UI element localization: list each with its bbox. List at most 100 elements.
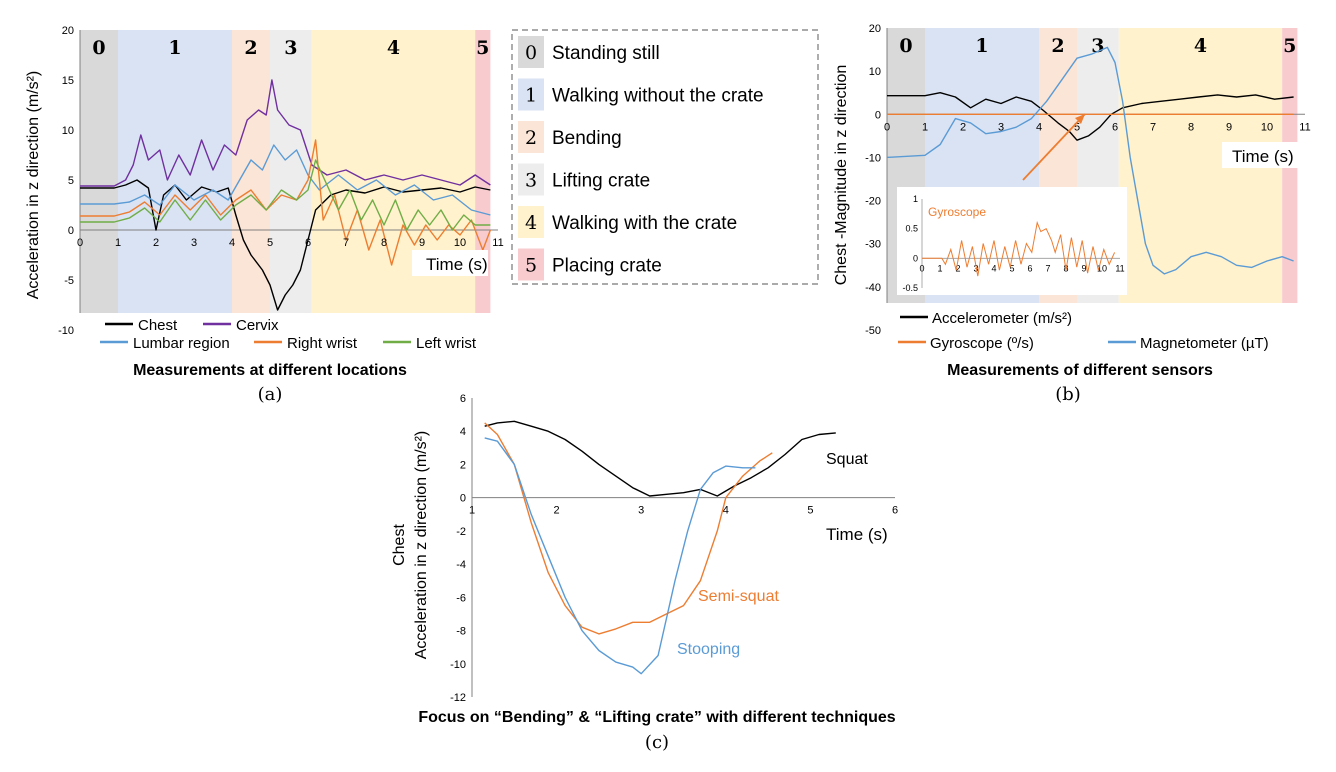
panel-a: 0 1 2 3 4 5 -10 -5 0 5 10 15 20 0 1 2 3 4 5 6 7 8 9 10 11 Time … <box>25 25 504 405</box>
x-tick-label: 7 <box>1150 121 1156 133</box>
x-tick-label: 8 <box>381 237 387 249</box>
phase-label-4: 4 <box>1194 35 1207 57</box>
series-accelerometer-m-s <box>887 91 1294 141</box>
panel-b-legend: Accelerometer (m/s²) Gyroscope (º/s) Mag… <box>898 310 1269 352</box>
phase-swatch-5 <box>518 248 544 281</box>
y-tick-label: 0 <box>460 493 466 505</box>
y-tick-label: -6 <box>456 592 466 604</box>
y-tick-label: -10 <box>865 152 881 164</box>
panel-b-tag: (b) <box>1055 384 1081 405</box>
x-tick-label: 6 <box>1112 121 1118 133</box>
legend-left-wrist: Left wrist <box>416 335 477 352</box>
phase-number-2: 2 <box>525 127 537 149</box>
phase-label-3: 3 <box>1091 35 1104 57</box>
panel-a-xlabel: Time (s) <box>426 255 488 274</box>
y-tick-label: 0 <box>875 109 881 121</box>
y-tick-label: 2 <box>460 459 466 471</box>
x-tick-label: 1 <box>469 505 475 517</box>
inset-x-tick: 7 <box>1045 263 1050 273</box>
inset-arrow <box>1022 113 1086 181</box>
phase-band-5 <box>475 30 491 313</box>
panel-c-tag: (c) <box>645 732 669 753</box>
phase-label-0: 0 <box>899 35 912 57</box>
x-tick-label: 8 <box>1188 121 1194 133</box>
x-tick-label: 10 <box>454 237 466 249</box>
phase-label-5: 5 <box>1283 35 1296 57</box>
inset-x-tick: 10 <box>1097 263 1107 273</box>
x-tick-label: 2 <box>153 237 159 249</box>
panel-a-series <box>80 79 492 311</box>
legend-chest: Chest <box>138 317 178 334</box>
x-tick-label: 1 <box>115 237 121 249</box>
y-tick-label: -30 <box>865 239 881 251</box>
x-tick-label: 11 <box>492 237 503 249</box>
panel-a-axes <box>79 30 498 313</box>
inset-x-tick: 9 <box>1081 263 1086 273</box>
inset-x-tick: 6 <box>1027 263 1032 273</box>
x-tick-label: 6 <box>892 505 898 517</box>
inset-y-tick: -0.5 <box>902 283 918 293</box>
legend-accelerometer: Accelerometer (m/s²) <box>932 310 1072 327</box>
y-tick-label: -40 <box>865 282 881 294</box>
panel-b-series <box>886 46 1294 275</box>
inset-x-tick: 2 <box>955 263 960 273</box>
y-tick-label: 4 <box>460 426 466 438</box>
phase-label-2: 2 <box>244 37 257 59</box>
inset-arrowhead <box>1075 114 1085 124</box>
panel-a-ylabel: Acceleration in z direction (m/s²) <box>25 71 42 300</box>
legend-right-wrist: Right wrist <box>287 335 358 352</box>
y-tick-label: -2 <box>456 526 466 538</box>
phase-label-2: 2 <box>1051 35 1064 57</box>
x-tick-label: 3 <box>191 237 197 249</box>
series-lumbar-region <box>80 144 491 216</box>
phase-band-0 <box>80 30 118 313</box>
x-tick-label: 4 <box>723 505 729 517</box>
phase-label-4: 4 <box>387 37 400 59</box>
inset-x-tick: 5 <box>1009 263 1014 273</box>
inset-x-tick: 0 <box>919 263 924 273</box>
panel-c-caption: Focus on “Bending” & “Lifting crate” wit… <box>418 709 895 726</box>
y-tick-label: -50 <box>865 325 881 337</box>
inset-y-tick: 0 <box>913 253 918 263</box>
phase-legend-box: 0 Standing still 1 Walking without the crat… <box>511 29 819 285</box>
panel-c-xlabel: Time (s) <box>826 525 888 544</box>
y-tick-label: -20 <box>865 196 881 208</box>
y-tick-label: -12 <box>450 692 466 704</box>
x-tick-label: 3 <box>638 505 644 517</box>
x-tick-label: 9 <box>1226 121 1232 133</box>
panel-a-legend: Chest Cervix Lumbar region Right wrist L… <box>100 317 477 352</box>
inset-background <box>897 187 1127 295</box>
phase-swatch-2 <box>518 121 544 153</box>
y-tick-label: 5 <box>68 175 74 187</box>
x-tick-label: 1 <box>922 121 928 133</box>
legend-lumbar: Lumbar region <box>133 335 230 352</box>
y-tick-label: 10 <box>62 125 74 137</box>
x-tick-label: 11 <box>1299 121 1310 133</box>
y-tick-label: -5 <box>64 275 74 287</box>
phase-label-0: 0 <box>92 37 105 59</box>
phase-label-text-5: Placing crate <box>552 256 662 277</box>
phase-label-text-1: Walking without the crate <box>552 86 764 107</box>
panel-b-caption: Measurements of different sensors <box>947 362 1213 379</box>
y-tick-label: 20 <box>869 23 881 35</box>
legend-magnetometer: Magnetometer (µT) <box>1140 335 1269 352</box>
x-tick-label: 2 <box>554 505 560 517</box>
phase-label-1: 1 <box>975 35 988 57</box>
x-tick-label: 4 <box>229 237 235 249</box>
series-label-semi-squat: Semi-squat <box>698 588 779 605</box>
panel-c-series <box>484 420 836 675</box>
y-tick-label: 20 <box>62 25 74 37</box>
phase-number-1: 1 <box>525 85 537 107</box>
series-stooping <box>484 437 756 675</box>
y-tick-label: -10 <box>58 325 74 337</box>
x-tick-label: 5 <box>807 505 813 517</box>
phase-label-text-0: Standing still <box>552 43 660 64</box>
inset-title: Gyroscope <box>928 205 986 219</box>
y-tick-label: -10 <box>450 659 466 671</box>
x-tick-label: 3 <box>998 121 1004 133</box>
series-left-wrist <box>80 159 491 231</box>
panel-c-ylabel-line1: Chest <box>391 524 408 566</box>
